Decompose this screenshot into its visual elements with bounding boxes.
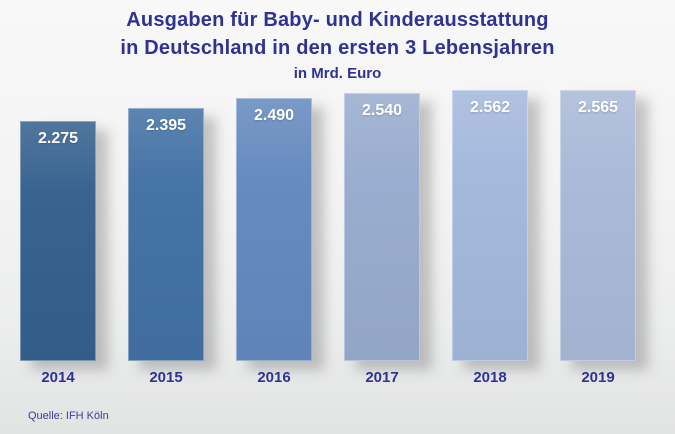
plot-area: 2.275 2.395 2.490 2.540 2.562 2.565 [20,88,655,361]
bar-value-label: 2.540 [361,102,403,119]
chart-title-block: Ausgaben für Baby- und Kinderausstattung… [0,6,675,84]
x-axis-label-2019: 2019 [581,369,615,386]
x-axis-label-2017: 2017 [365,369,399,386]
chart-title-line-2: in Deutschland in den ersten 3 Lebensjah… [120,37,555,59]
chart-subtitle-units: in Mrd. Euro [293,65,382,82]
bar-value-label: 2.565 [577,99,619,116]
bar-value-label: 2.490 [253,107,295,124]
x-axis-label-2015: 2015 [149,369,183,386]
bar-2019: 2.565 [560,90,636,361]
bar-2016: 2.490 [236,98,312,361]
x-axis-label-2014: 2014 [41,369,75,386]
bar-2017: 2.540 [344,93,420,361]
x-axis-label-2018: 2018 [473,369,507,386]
bar-2015: 2.395 [128,108,204,361]
bar-value-label: 2.275 [37,130,79,147]
bar-2014: 2.275 [20,121,96,361]
bar-2018: 2.562 [452,90,528,361]
x-axis-labels-row: 2014 2015 2016 2017 2018 2019 [20,369,655,386]
x-axis-label-2016: 2016 [257,369,291,386]
chart-title-line-1: Ausgaben für Baby- und Kinderausstattung [126,9,549,31]
bar-value-label: 2.395 [145,117,187,134]
bar-value-label: 2.562 [469,99,511,116]
source-note: Quelle: IFH Köln [28,410,109,422]
